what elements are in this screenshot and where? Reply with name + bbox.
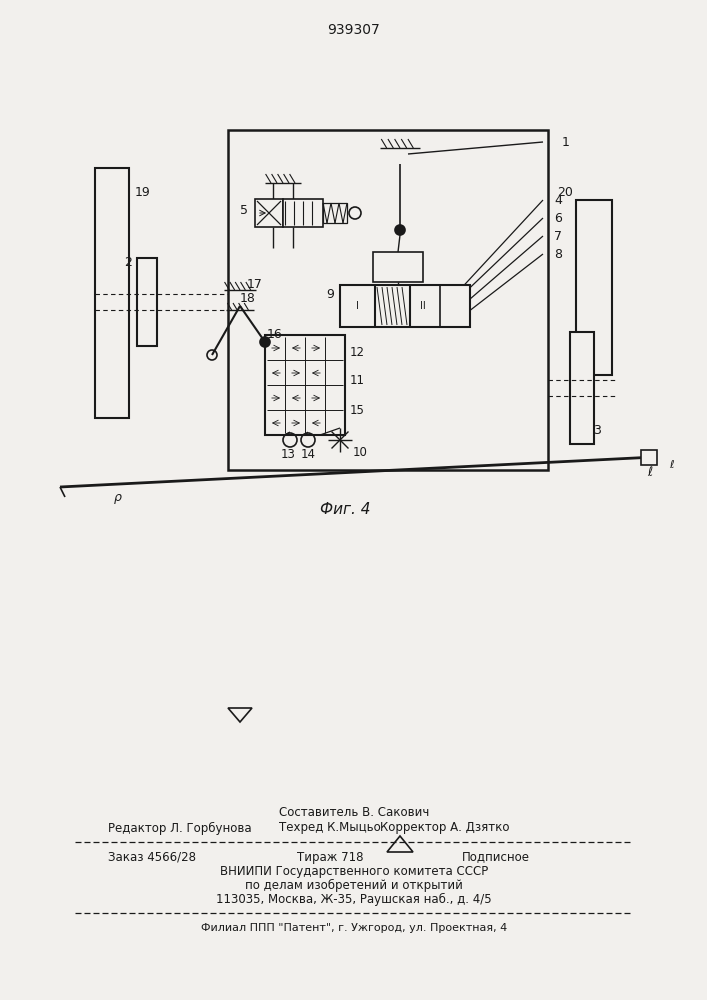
Text: ρ: ρ	[114, 491, 122, 504]
Text: 2: 2	[124, 255, 132, 268]
Text: II: II	[420, 301, 426, 311]
Text: 15: 15	[349, 403, 364, 416]
Text: 3: 3	[593, 424, 601, 436]
Text: ℓ: ℓ	[669, 460, 673, 470]
Circle shape	[260, 337, 270, 347]
Text: 6: 6	[554, 212, 562, 225]
Text: 16: 16	[267, 328, 283, 340]
Text: 1: 1	[562, 135, 570, 148]
Bar	[137, 258, 157, 346]
Text: 12: 12	[349, 347, 365, 360]
Text: 13: 13	[281, 448, 296, 460]
Text: 8: 8	[554, 247, 562, 260]
Text: 113035, Москва, Ж-35, Раушская наб., д. 4/5: 113035, Москва, Ж-35, Раушская наб., д. …	[216, 892, 492, 906]
Text: Заказ 4566/28: Заказ 4566/28	[108, 850, 196, 863]
Bar	[340, 285, 470, 327]
Bar	[228, 130, 548, 470]
Text: ℓ: ℓ	[648, 466, 653, 479]
Text: 5: 5	[240, 205, 248, 218]
Text: 7: 7	[554, 230, 562, 242]
Text: 10: 10	[353, 446, 368, 458]
Text: 4: 4	[554, 194, 562, 207]
Text: ВНИИПИ Государственного комитета СССР: ВНИИПИ Государственного комитета СССР	[220, 864, 488, 878]
Text: по делам изобретений и открытий: по делам изобретений и открытий	[245, 878, 463, 892]
Bar	[283, 199, 323, 227]
Text: Редактор Л. Горбунова: Редактор Л. Горбунова	[108, 821, 252, 835]
Text: Подписное: Подписное	[462, 850, 530, 863]
Bar	[570, 332, 594, 444]
Bar	[255, 199, 283, 227]
Bar	[373, 252, 423, 282]
Circle shape	[395, 225, 405, 235]
Text: Техред К.Мыцьо: Техред К.Мыцьо	[279, 822, 381, 834]
Bar	[265, 335, 345, 435]
Text: 939307: 939307	[327, 23, 380, 37]
Bar	[576, 200, 612, 375]
Text: 18: 18	[240, 292, 256, 304]
Text: I: I	[356, 301, 358, 311]
Text: Филиал ППП "Патент", г. Ужгород, ул. Проектная, 4: Филиал ППП "Патент", г. Ужгород, ул. Про…	[201, 923, 507, 933]
Bar	[323, 203, 347, 223]
Text: 9: 9	[326, 288, 334, 302]
Text: 14: 14	[300, 448, 315, 460]
Text: Тираж 718: Тираж 718	[297, 850, 363, 863]
Text: 19: 19	[135, 186, 151, 198]
Bar	[95, 168, 129, 418]
Text: Составитель В. Сакович: Составитель В. Сакович	[279, 806, 429, 818]
Text: 17: 17	[247, 278, 263, 292]
Text: Корректор А. Дзятко: Корректор А. Дзятко	[380, 822, 510, 834]
Text: 11: 11	[349, 373, 365, 386]
Text: Фиг. 4: Фиг. 4	[320, 502, 370, 518]
Text: 20: 20	[557, 186, 573, 198]
Bar	[641, 450, 657, 465]
